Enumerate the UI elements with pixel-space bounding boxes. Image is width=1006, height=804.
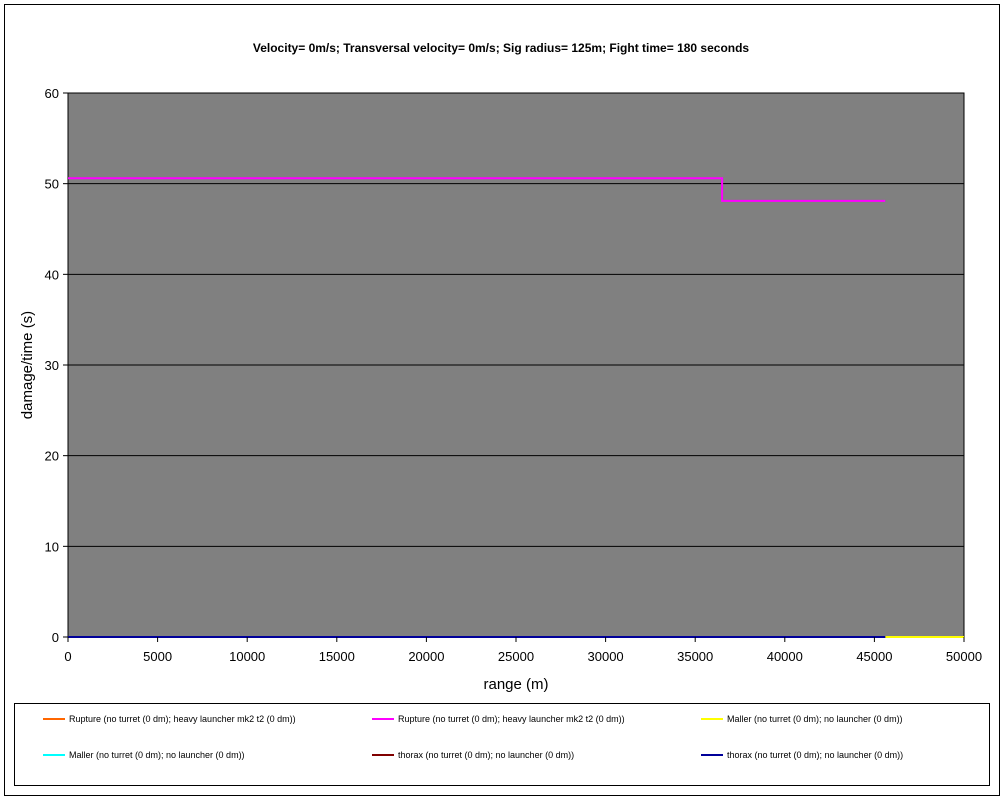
legend: Rupture (no turret (0 dm); heavy launche…	[14, 703, 990, 786]
x-axis-label: range (m)	[483, 676, 548, 693]
series-line-2	[68, 177, 886, 202]
axes: 0 10 20 30 40 50 60 0 5000 10000 15000 20000 25000 30…	[45, 86, 983, 664]
legend-label: thorax (no turret (0 dm); no launcher (0…	[398, 750, 575, 760]
y-tick-label: 20	[45, 449, 59, 464]
legend-swatch	[701, 754, 723, 756]
y-axis-label: damage/time (s)	[19, 311, 36, 419]
legend-item-5: thorax (no turret (0 dm); no launcher (0…	[372, 748, 574, 762]
legend-item-1: Rupture (no turret (0 dm); heavy launche…	[43, 712, 296, 726]
legend-swatch	[372, 718, 394, 720]
series-lines	[68, 177, 964, 638]
x-tick-label: 5000	[143, 649, 172, 664]
legend-item-2: Rupture (no turret (0 dm); heavy launche…	[372, 712, 625, 726]
legend-item-6: thorax (no turret (0 dm); no launcher (0…	[701, 748, 903, 762]
grid-lines	[68, 183, 964, 547]
y-tick-label: 10	[45, 539, 59, 554]
x-tick-label: 15000	[319, 649, 355, 664]
chart-title: Velocity= 0m/s; Transversal velocity= 0m…	[253, 41, 750, 55]
x-tick-label: 40000	[767, 649, 803, 664]
legend-label: Maller (no turret (0 dm); no launcher (0…	[69, 750, 245, 760]
legend-swatch	[43, 754, 65, 756]
x-tick-label: 0	[64, 649, 71, 664]
legend-label: Rupture (no turret (0 dm); heavy launche…	[69, 714, 296, 724]
x-tick-label: 10000	[229, 649, 265, 664]
legend-label: Rupture (no turret (0 dm); heavy launche…	[398, 714, 625, 724]
y-tick-label: 30	[45, 358, 59, 373]
x-tick-label: 30000	[588, 649, 624, 664]
x-tick-label: 35000	[677, 649, 713, 664]
y-tick-label: 0	[52, 630, 59, 645]
y-tick-label: 40	[45, 267, 59, 282]
x-tick-label: 50000	[946, 649, 982, 664]
x-tick-label: 45000	[856, 649, 892, 664]
legend-label: Maller (no turret (0 dm); no launcher (0…	[727, 714, 903, 724]
legend-swatch	[372, 754, 394, 756]
legend-swatch	[43, 718, 65, 720]
y-tick-label: 60	[45, 86, 59, 101]
legend-item-4: Maller (no turret (0 dm); no launcher (0…	[43, 748, 245, 762]
x-tick-label: 20000	[408, 649, 444, 664]
legend-item-3: Maller (no turret (0 dm); no launcher (0…	[701, 712, 903, 726]
y-tick-label: 50	[45, 177, 59, 192]
legend-swatch	[701, 718, 723, 720]
legend-label: thorax (no turret (0 dm); no launcher (0…	[727, 750, 904, 760]
x-tick-label: 25000	[498, 649, 534, 664]
